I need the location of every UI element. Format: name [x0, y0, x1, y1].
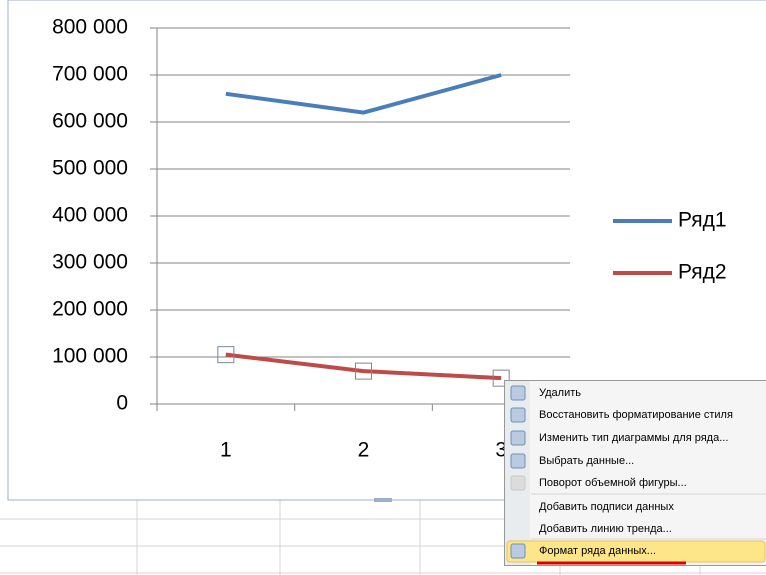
menu-item[interactable]: Формат ряда данных...: [539, 545, 656, 557]
menu-icon: [510, 453, 526, 469]
menu-item[interactable]: Изменить тип диаграммы для ряда...: [539, 432, 728, 444]
x-tick-label: 2: [358, 439, 370, 462]
menu-item[interactable]: Восстановить форматирование стиля: [539, 409, 733, 421]
series-line[interactable]: [225, 352, 502, 381]
y-tick-label: 600 000: [52, 110, 128, 133]
y-tick-label: 800 000: [52, 16, 128, 39]
menu-icon: [510, 385, 526, 401]
menu-item[interactable]: Удалить: [539, 387, 581, 399]
y-tick-label: 0: [116, 392, 128, 415]
menu-box: [504, 380, 766, 566]
menu-item[interactable]: Добавить линию тренда...: [539, 523, 672, 535]
chart: 0 100 000 200 000 300 000 400 000 500 000 600 …: [52, 16, 727, 462]
resize-handle[interactable]: [374, 498, 392, 502]
y-tick-label: 100 000: [52, 345, 128, 368]
selection-handle: [355, 362, 372, 380]
selection-handle: [217, 346, 235, 364]
legend-label: Ряд2: [678, 261, 727, 284]
series-line[interactable]: [225, 73, 502, 115]
menu-item: Поворот объемной фигуры...: [539, 477, 687, 489]
x-tick-label: 3: [495, 439, 507, 462]
context-menu: Удалить Восстановить форматирование стиля…: [504, 380, 766, 566]
menu-icon: [510, 475, 526, 491]
menu-icon: [510, 543, 526, 559]
legend-label: Ряд1: [678, 209, 727, 232]
selection-handle: [492, 369, 510, 387]
y-tick-label: 300 000: [52, 251, 128, 274]
menu-icon: [510, 407, 526, 423]
menu-icon: [510, 430, 526, 446]
y-tick-label: 500 000: [52, 157, 128, 180]
x-tick-label: 1: [220, 439, 232, 462]
menu-item[interactable]: Выбрать данные...: [539, 455, 634, 467]
y-tick-label: 700 000: [52, 63, 128, 86]
menu-item[interactable]: Добавить подписи данных: [539, 501, 674, 513]
y-tick-label: 400 000: [52, 204, 128, 227]
y-tick-label: 200 000: [52, 298, 128, 321]
